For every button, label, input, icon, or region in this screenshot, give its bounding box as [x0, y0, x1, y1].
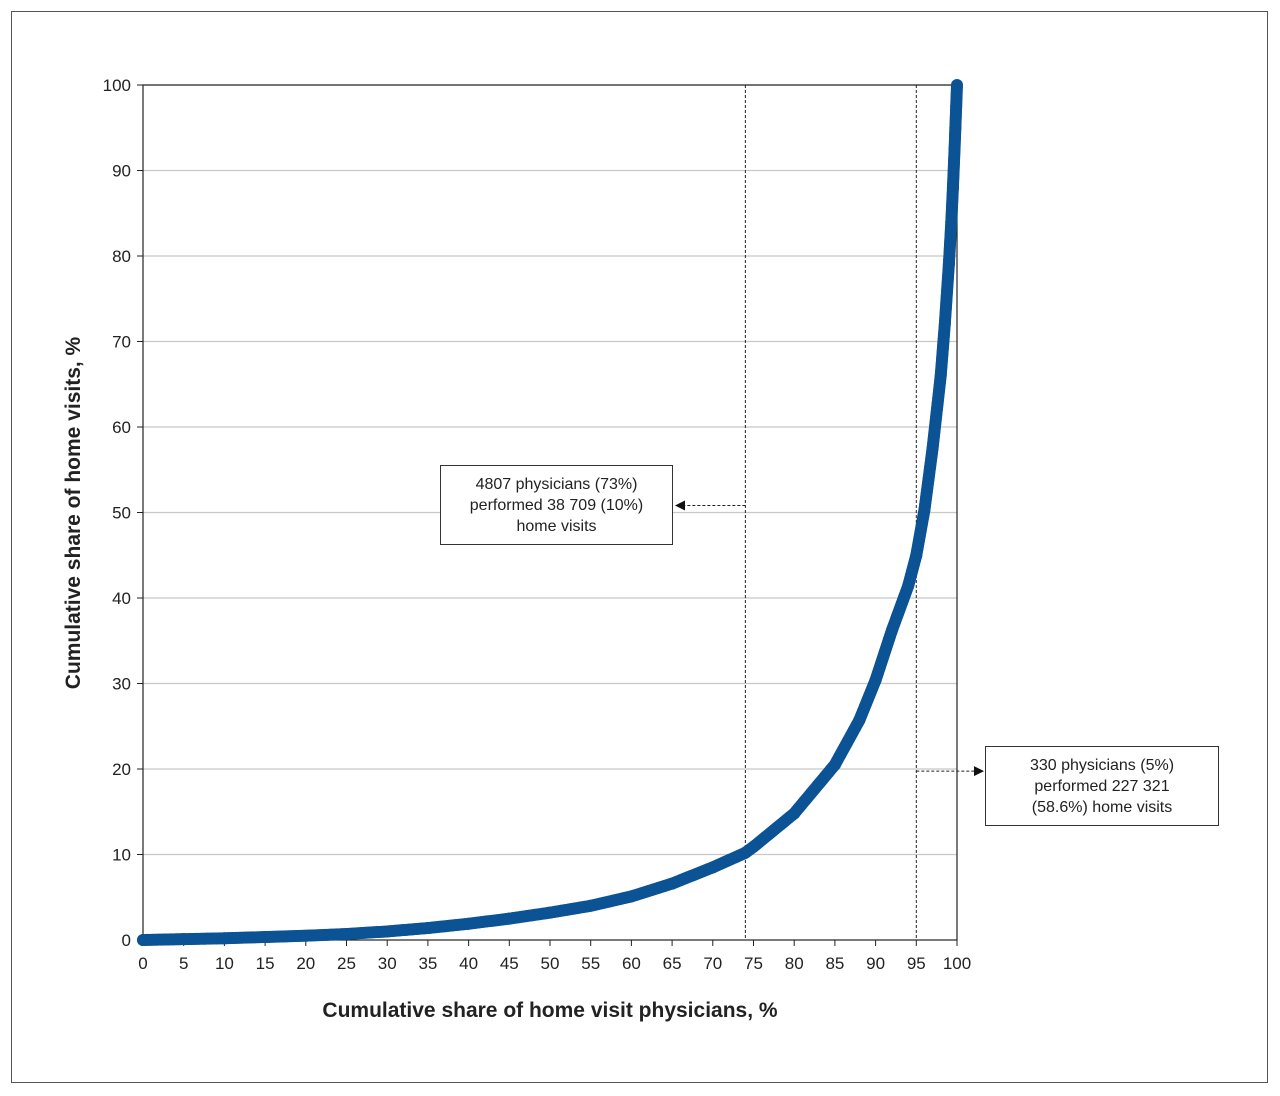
data-points: [137, 79, 963, 946]
axes: 0 10 20 30 40 50 60 70 80 90 100 0 5 10 15 20 25 30 35 40 45…: [103, 76, 972, 973]
y-tick-label: 20: [112, 760, 131, 779]
data-point: [381, 925, 394, 938]
x-axis-title: Cumulative share of home visit physician…: [322, 999, 777, 1022]
data-point: [544, 906, 556, 919]
annotation-line: performed 38 709 (10%): [469, 496, 644, 514]
x-tick-label: 60: [622, 954, 641, 973]
data-point: [340, 928, 353, 941]
x-tick-label: 65: [663, 954, 682, 973]
annotation-line: performed 227 321: [1034, 777, 1170, 795]
data-point: [948, 143, 961, 156]
x-tick-label: 75: [744, 954, 763, 973]
data-point: [926, 442, 939, 455]
annotation-box-majority: 4807 physicians (73%) performed 38 709 (…: [440, 465, 673, 545]
data-point: [945, 215, 958, 228]
x-tick-label: 70: [703, 954, 722, 973]
figure-frame: [11, 11, 1268, 1083]
x-tick-label: 5: [179, 954, 188, 973]
annotation-line: 330 physicians (5%): [1029, 756, 1175, 774]
data-point: [137, 934, 149, 946]
x-tick-label: 40: [459, 954, 478, 973]
plot-frame: [142, 84, 958, 941]
x-tick-label: 100: [943, 954, 971, 973]
y-axis-title: Cumulative share of home visits, %: [62, 336, 85, 689]
x-tick-label: 55: [581, 954, 600, 973]
y-tick-label: 30: [112, 675, 131, 694]
x-tick-label: 80: [785, 954, 804, 973]
data-point: [951, 79, 963, 91]
x-tick-label: 90: [866, 954, 885, 973]
data-point: [259, 931, 272, 944]
annotation-line: 4807 physicians (73%): [475, 475, 638, 493]
data-point: [584, 899, 597, 912]
x-tick-label: 20: [296, 954, 315, 973]
annotation-box-top-five-percent: 330 physicians (5%) performed 227 321 (5…: [985, 746, 1219, 826]
y-tick-label: 10: [112, 846, 131, 865]
y-tick-label: 0: [122, 931, 131, 950]
data-point: [462, 917, 475, 930]
data-point: [869, 674, 882, 687]
x-tick-label: 95: [907, 954, 926, 973]
data-point: [747, 840, 760, 853]
annotation-line: (58.6%) home visits: [1031, 798, 1173, 816]
data-point: [910, 549, 923, 562]
y-tick-label: 50: [112, 504, 131, 523]
y-tick-label: 100: [103, 76, 131, 95]
x-tick-label: 25: [337, 954, 356, 973]
x-tick-label: 10: [215, 954, 234, 973]
reference-lines: [744, 85, 917, 940]
data-point: [666, 877, 679, 890]
y-tick-label: 90: [112, 162, 131, 181]
data-point: [625, 890, 638, 903]
x-tick-label: 45: [500, 954, 519, 973]
data-point: [218, 932, 231, 945]
data-point: [706, 861, 719, 874]
data-point: [885, 624, 898, 637]
data-point: [938, 318, 951, 331]
data-point: [902, 580, 915, 593]
x-tick-label: 35: [418, 954, 437, 973]
data-point: [946, 181, 959, 194]
y-tick-label: 80: [112, 247, 131, 266]
data-point: [421, 922, 434, 935]
x-tick-label: 85: [825, 954, 844, 973]
annotation-line: home visits: [516, 517, 597, 535]
x-tick-label: 0: [138, 954, 147, 973]
data-point: [853, 714, 866, 727]
y-tick-label: 70: [112, 333, 131, 352]
data-point: [788, 807, 801, 820]
data-point: [942, 258, 955, 271]
annotation-arrows: [675, 500, 984, 777]
data-point: [950, 100, 963, 113]
x-tick-label: 15: [256, 954, 275, 973]
data-point: [299, 929, 312, 942]
data-point: [503, 912, 516, 925]
data-point: [934, 369, 947, 382]
y-tick-label: 60: [112, 418, 131, 437]
y-tick-label: 40: [112, 589, 131, 608]
x-tick-label: 50: [541, 954, 560, 973]
data-point: [918, 503, 931, 516]
data-point: [177, 933, 190, 946]
data-point: [828, 758, 841, 771]
data-point: [949, 121, 962, 134]
x-tick-label: 30: [378, 954, 397, 973]
